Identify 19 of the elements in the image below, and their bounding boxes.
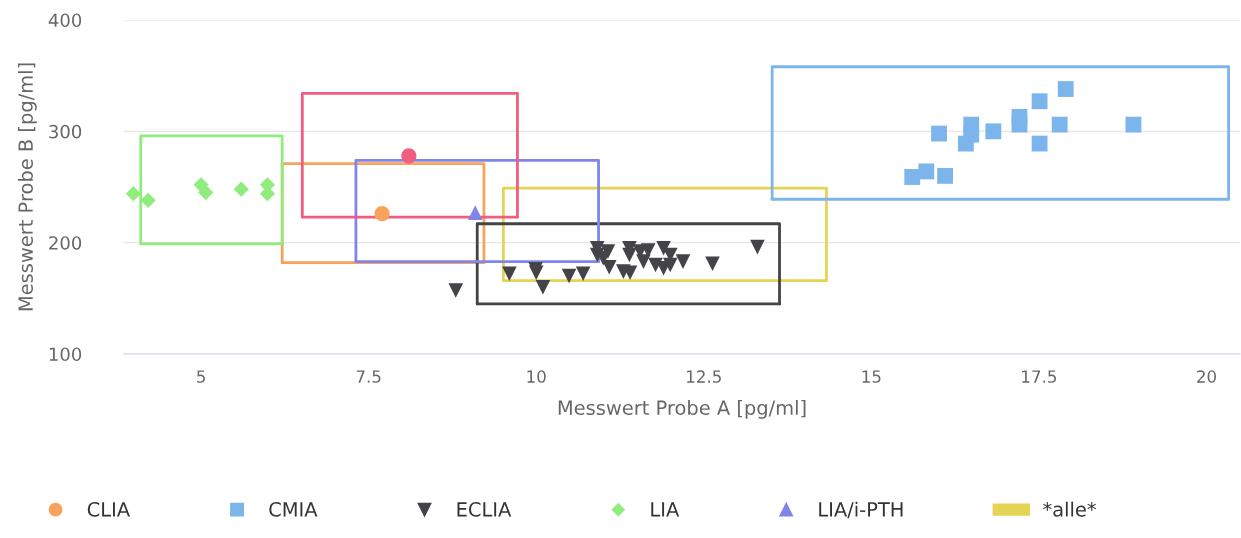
legend-label: LIA/i-PTH bbox=[819, 501, 903, 519]
x-tick-label: 17.5 bbox=[1022, 370, 1057, 383]
x-tick-label: 5 bbox=[197, 370, 205, 383]
x-tick-label: 20 bbox=[1197, 370, 1216, 383]
legend-label: ECLIA bbox=[457, 502, 512, 517]
y-axis-title: Messwert Probe B [pg/ml] bbox=[17, 63, 37, 311]
legend-label: LIA bbox=[651, 502, 680, 517]
x-tick-label: 7.5 bbox=[356, 370, 381, 383]
y-tick-label: 400 bbox=[48, 13, 82, 28]
y-tick-label: 100 bbox=[49, 347, 82, 362]
y-tick-label: 300 bbox=[49, 124, 82, 139]
x-tick-label: 15 bbox=[862, 370, 881, 383]
legend-label: CLIA bbox=[87, 502, 130, 517]
legend-label: CMIA bbox=[269, 502, 318, 517]
x-tick-label: 12.5 bbox=[687, 370, 721, 383]
x-axis-title: Messwert Probe A [pg/ml] bbox=[558, 399, 806, 419]
x-tick-label: 10 bbox=[527, 370, 546, 383]
y-tick-label: 200 bbox=[49, 236, 82, 250]
legend-label: *alle* bbox=[1043, 501, 1097, 517]
